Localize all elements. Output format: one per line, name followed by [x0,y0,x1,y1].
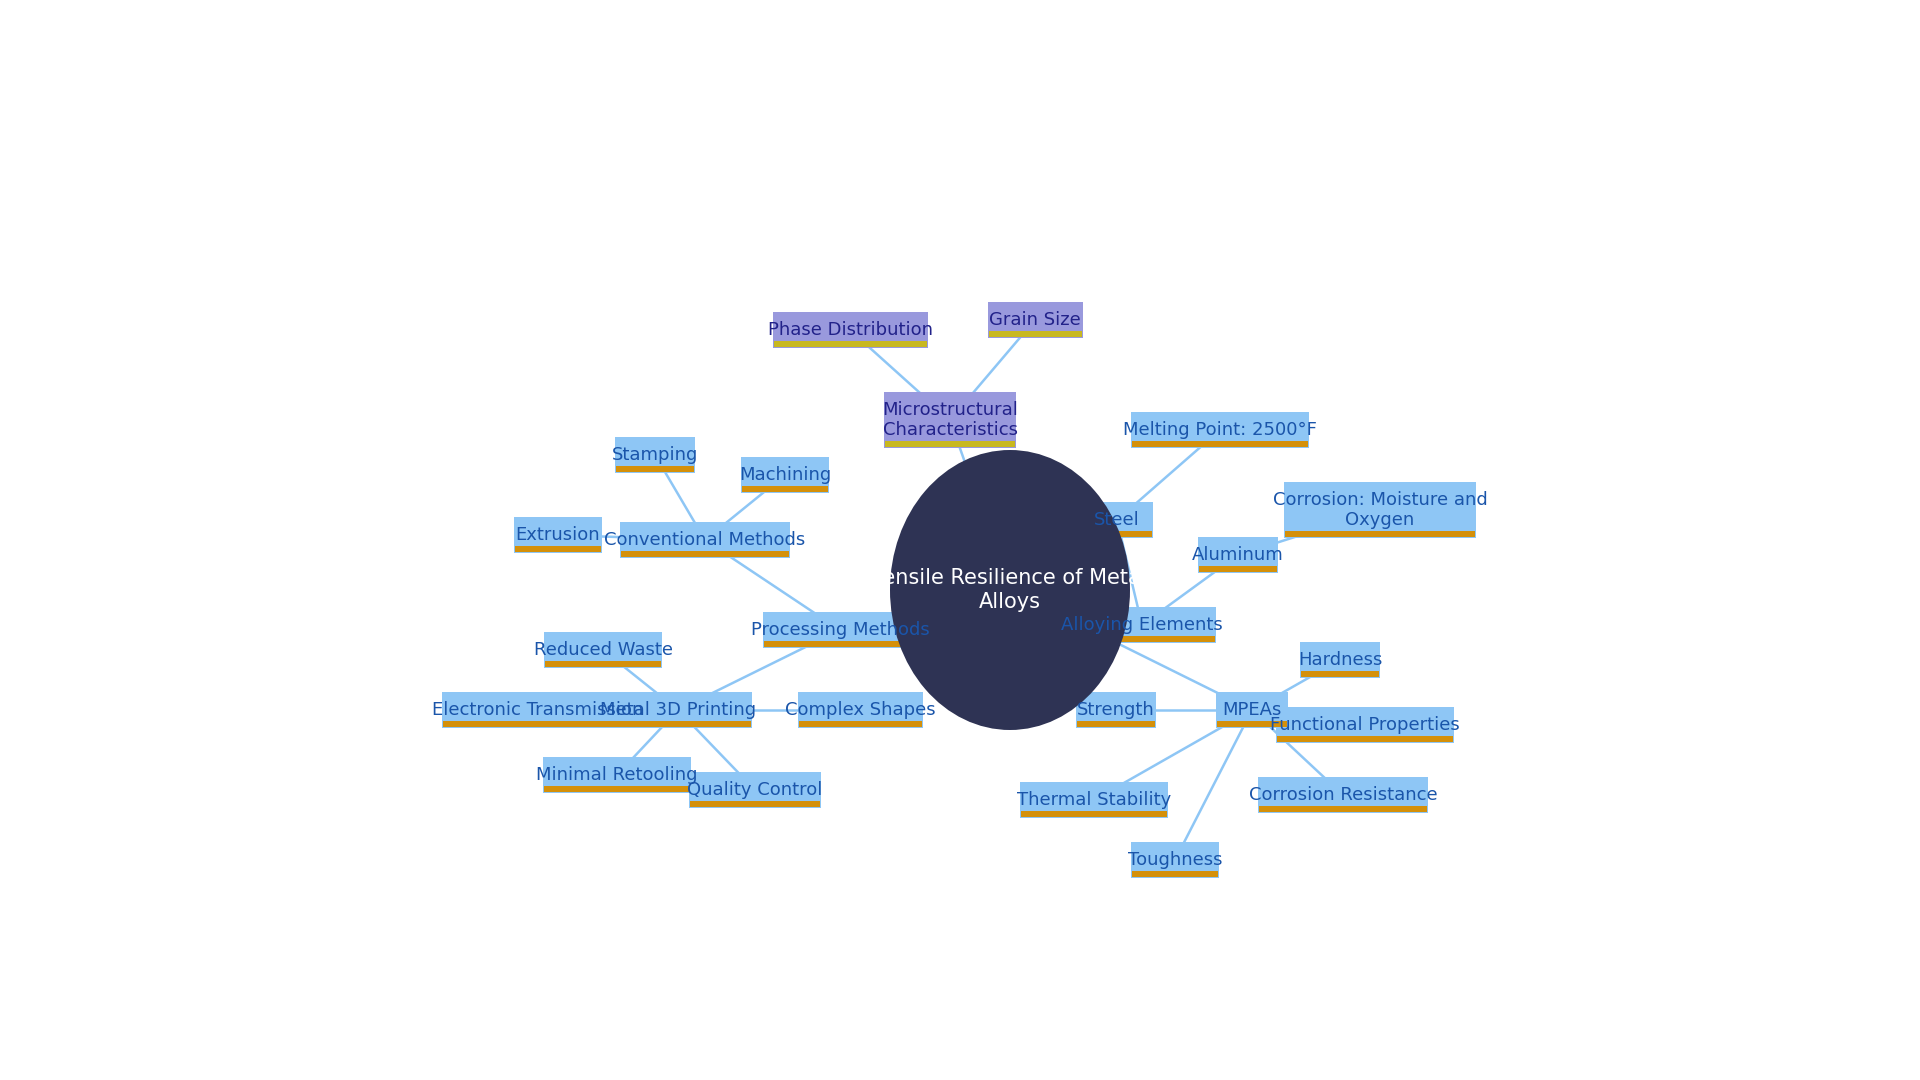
Text: MPEAs: MPEAs [1223,701,1283,719]
FancyBboxPatch shape [764,642,916,647]
FancyBboxPatch shape [772,312,927,348]
FancyBboxPatch shape [1215,692,1288,728]
Text: Complex Shapes: Complex Shapes [785,701,935,719]
Text: Tensile Resilience of Metal
Alloys: Tensile Resilience of Metal Alloys [874,568,1146,611]
Text: Steel: Steel [1094,511,1140,529]
Text: Quality Control: Quality Control [687,781,822,799]
Text: Toughness: Toughness [1127,851,1223,869]
FancyBboxPatch shape [1077,721,1156,727]
Text: Corrosion: Moisture and
Oxygen: Corrosion: Moisture and Oxygen [1273,490,1488,529]
FancyBboxPatch shape [989,330,1081,337]
Text: Hardness: Hardness [1298,651,1382,669]
Text: Metal 3D Printing: Metal 3D Printing [599,701,756,719]
Text: Processing Methods: Processing Methods [751,621,929,639]
Text: Extrusion: Extrusion [516,526,601,544]
Text: Thermal Stability: Thermal Stability [1018,791,1171,809]
FancyBboxPatch shape [620,522,789,558]
Text: Stamping: Stamping [612,446,699,464]
Ellipse shape [891,450,1131,730]
FancyBboxPatch shape [620,551,789,557]
Text: Phase Distribution: Phase Distribution [768,321,933,339]
FancyBboxPatch shape [1284,482,1476,538]
FancyBboxPatch shape [442,692,634,728]
FancyBboxPatch shape [1021,811,1167,816]
FancyBboxPatch shape [543,757,691,793]
FancyBboxPatch shape [885,441,1016,447]
FancyBboxPatch shape [1302,671,1379,677]
FancyBboxPatch shape [543,632,662,669]
FancyBboxPatch shape [1277,735,1453,742]
FancyBboxPatch shape [1260,806,1427,812]
FancyBboxPatch shape [741,457,829,492]
Text: Microstructural
Characteristics: Microstructural Characteristics [881,401,1018,440]
Text: Functional Properties: Functional Properties [1271,716,1459,734]
FancyBboxPatch shape [1068,607,1215,643]
FancyBboxPatch shape [515,517,601,553]
FancyBboxPatch shape [515,546,601,552]
FancyBboxPatch shape [743,486,828,492]
Text: Grain Size: Grain Size [989,311,1081,329]
FancyBboxPatch shape [614,437,695,473]
Text: Electronic Transmission: Electronic Transmission [432,701,643,719]
FancyBboxPatch shape [1083,531,1152,537]
FancyBboxPatch shape [1133,441,1308,447]
FancyBboxPatch shape [797,692,922,728]
Text: Conventional Methods: Conventional Methods [605,531,806,549]
FancyBboxPatch shape [545,661,660,667]
FancyBboxPatch shape [689,772,822,808]
FancyBboxPatch shape [774,341,927,347]
FancyBboxPatch shape [1198,566,1277,572]
FancyBboxPatch shape [1277,707,1453,743]
FancyBboxPatch shape [1069,636,1215,642]
FancyBboxPatch shape [987,302,1083,338]
FancyBboxPatch shape [605,692,753,728]
Text: Aluminum: Aluminum [1192,546,1284,564]
Text: Strength: Strength [1077,701,1154,719]
FancyBboxPatch shape [543,786,689,792]
FancyBboxPatch shape [616,465,693,472]
FancyBboxPatch shape [1020,782,1167,818]
FancyBboxPatch shape [1217,721,1286,727]
Text: Minimal Retooling: Minimal Retooling [536,766,697,784]
FancyBboxPatch shape [1198,537,1279,573]
Text: Reduced Waste: Reduced Waste [534,642,672,659]
FancyBboxPatch shape [1075,692,1156,728]
Text: Melting Point: 2500°F: Melting Point: 2500°F [1123,421,1317,438]
FancyBboxPatch shape [1300,642,1380,678]
FancyBboxPatch shape [799,721,922,727]
FancyBboxPatch shape [1081,502,1154,538]
Text: Machining: Machining [739,465,831,484]
FancyBboxPatch shape [883,392,1016,448]
FancyBboxPatch shape [1258,777,1428,813]
FancyBboxPatch shape [605,721,751,727]
FancyBboxPatch shape [1133,870,1217,877]
Text: Corrosion Resistance: Corrosion Resistance [1248,786,1438,804]
FancyBboxPatch shape [1131,411,1309,448]
Text: Alloying Elements: Alloying Elements [1062,616,1223,634]
FancyBboxPatch shape [689,801,820,807]
FancyBboxPatch shape [444,721,634,727]
FancyBboxPatch shape [1131,842,1219,878]
FancyBboxPatch shape [762,612,918,648]
FancyBboxPatch shape [1284,531,1475,537]
